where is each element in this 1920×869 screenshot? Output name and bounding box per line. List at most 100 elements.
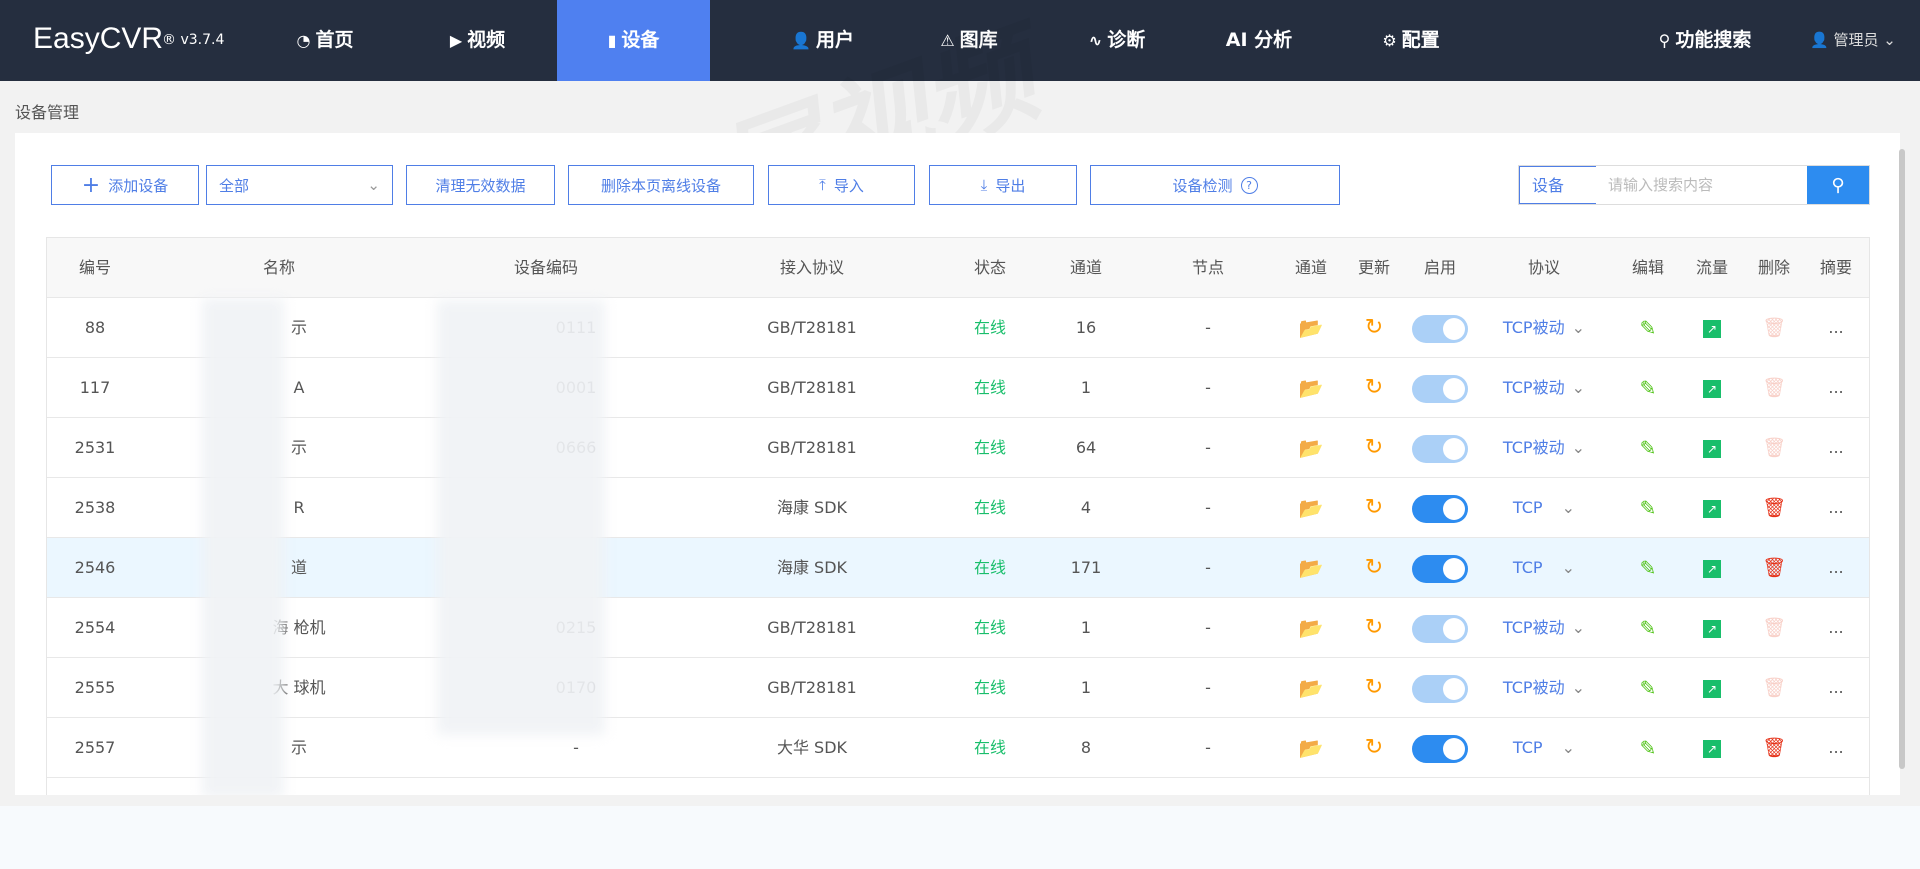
nav-item-1[interactable]: ▶ 视频 — [449, 29, 506, 51]
edit-icon[interactable]: ✎ — [1639, 316, 1657, 340]
traffic-chart-icon[interactable]: ↗ — [1703, 658, 1721, 718]
summary-button[interactable]: ... — [1828, 678, 1844, 697]
protocol-select[interactable]: TCP被动 ⌄ — [1502, 378, 1586, 397]
summary-button[interactable]: ... — [1828, 318, 1844, 337]
enable-toggle[interactable] — [1412, 478, 1468, 538]
traffic-chart-icon[interactable]: ↗ — [1703, 598, 1721, 658]
summary-button[interactable]: ... — [1828, 738, 1844, 757]
feature-search-button[interactable]: ⚲ 功能搜索 — [1658, 29, 1752, 51]
protocol-select[interactable]: TCP被动 ⌄ — [1502, 438, 1586, 457]
enable-toggle[interactable] — [1412, 358, 1468, 418]
summary-button[interactable]: ... — [1828, 378, 1844, 397]
enable-toggle[interactable] — [1412, 538, 1468, 598]
traffic-chart-icon[interactable]: ↗ — [1703, 478, 1721, 538]
import-button[interactable]: ⤒ 导入 — [768, 165, 915, 205]
enable-toggle[interactable] — [1412, 298, 1468, 358]
delete-icon: 🗑 — [1761, 617, 1787, 639]
table-row[interactable]: 2554 海 枪机 0215 GB/T28181 在线 1 - 📂 ↻ TCP被… — [47, 598, 1869, 658]
delete-offline-button[interactable]: 删除本页离线设备 — [568, 165, 754, 205]
refresh-icon[interactable]: ↻ — [1364, 555, 1384, 580]
device-detect-button[interactable]: 设备检测? — [1090, 165, 1340, 205]
chevron-down-icon: ⌄ — [1883, 31, 1896, 49]
nav-item-3[interactable]: 👤 用户 — [791, 29, 854, 51]
summary-button[interactable]: ... — [1828, 438, 1844, 457]
nav-item-0[interactable]: ◔ 首页 — [296, 29, 354, 51]
table-row[interactable]: 2531 示 0666 GB/T28181 在线 64 - 📂 ↻ TCP被动 … — [47, 418, 1869, 478]
export-button[interactable]: ⤓ 导出 — [929, 165, 1077, 205]
edit-icon[interactable]: ✎ — [1639, 676, 1657, 700]
traffic-chart-icon[interactable]: ↗ — [1703, 358, 1721, 418]
folder-icon[interactable]: 📂 — [1298, 676, 1324, 700]
folder-icon[interactable]: 📂 — [1298, 736, 1324, 760]
device-code: - — [573, 738, 579, 757]
folder-icon[interactable]: 📂 — [1298, 436, 1324, 460]
traffic-chart-icon[interactable]: ↗ — [1703, 298, 1721, 358]
add-device-button[interactable]: + 添加设备 — [51, 165, 199, 205]
protocol-select[interactable]: TCP ⌄ — [1512, 498, 1576, 517]
folder-icon[interactable]: 📂 — [1298, 616, 1324, 640]
protocol-select[interactable]: TCP ⌄ — [1512, 558, 1576, 577]
summary-button[interactable]: ... — [1828, 498, 1844, 517]
refresh-icon[interactable]: ↻ — [1364, 375, 1384, 400]
nav-item-2[interactable]: ▮ 设备 — [557, 0, 710, 81]
table-row[interactable]: 2557 示 - 大华 SDK 在线 8 - 📂 ↻ TCP ⌄ ✎ ↗ 🗑 .… — [47, 718, 1869, 778]
enable-toggle[interactable] — [1412, 658, 1468, 718]
enable-toggle[interactable] — [1412, 598, 1468, 658]
channel-count: 1 — [1080, 618, 1092, 637]
traffic-chart-icon[interactable]: ↗ — [1703, 538, 1721, 598]
status-badge: 在线 — [973, 618, 1007, 637]
protocol-select[interactable]: TCP被动 ⌄ — [1502, 618, 1586, 637]
refresh-icon[interactable]: ↻ — [1364, 735, 1384, 760]
table-row[interactable]: 2546 道 海康 SDK 在线 171 - 📂 ↻ TCP ⌄ ✎ ↗ 🗑 .… — [47, 538, 1869, 598]
table-row[interactable]: 88 示 0111 GB/T28181 在线 16 - 📂 ↻ TCP被动 ⌄ … — [47, 298, 1869, 358]
summary-button[interactable]: ... — [1828, 618, 1844, 637]
folder-icon[interactable]: 📂 — [1298, 316, 1324, 340]
search-input[interactable] — [1596, 166, 1807, 204]
traffic-chart-icon[interactable]: ↗ — [1703, 718, 1721, 778]
channel-count: 4 — [1080, 498, 1092, 517]
refresh-icon[interactable]: ↻ — [1364, 615, 1384, 640]
delete-icon[interactable]: 🗑 — [1761, 557, 1787, 579]
edit-icon[interactable]: ✎ — [1639, 616, 1657, 640]
protocol-select[interactable]: TCP ⌄ — [1512, 738, 1576, 757]
edit-icon[interactable]: ✎ — [1639, 556, 1657, 580]
delete-icon[interactable]: 🗑 — [1761, 497, 1787, 519]
scrollbar[interactable] — [1899, 149, 1905, 769]
nav-item-6[interactable]: AI 分析 — [1225, 29, 1293, 51]
edit-icon[interactable]: ✎ — [1639, 496, 1657, 520]
summary-button[interactable]: ... — [1828, 558, 1844, 577]
refresh-icon[interactable]: ↻ — [1364, 675, 1384, 700]
nav-item-7[interactable]: ⚙ 配置 — [1382, 29, 1440, 51]
edit-icon[interactable]: ✎ — [1639, 436, 1657, 460]
edit-icon[interactable]: ✎ — [1639, 376, 1657, 400]
enable-toggle[interactable] — [1412, 718, 1468, 778]
download-icon: ⤓ — [980, 176, 988, 194]
table-row[interactable]: 2555 大 球机 0170 GB/T28181 在线 1 - 📂 ↻ TCP被… — [47, 658, 1869, 718]
channel-count: 1 — [1080, 378, 1092, 397]
user-menu[interactable]: 👤 管理员 ⌄ — [1810, 31, 1896, 49]
protocol-select[interactable]: TCP被动 ⌄ — [1502, 678, 1586, 697]
refresh-icon[interactable]: ↻ — [1364, 315, 1384, 340]
chevron-down-icon: ⌄ — [1561, 498, 1576, 517]
search-field-label[interactable]: 设备 — [1519, 166, 1596, 204]
refresh-icon[interactable]: ↻ — [1364, 495, 1384, 520]
refresh-icon[interactable]: ↻ — [1364, 435, 1384, 460]
clean-invalid-button[interactable]: 清理无效数据 — [406, 165, 555, 205]
play-icon: ▶ — [449, 31, 463, 50]
pulse-icon: ∿ — [1088, 31, 1103, 50]
folder-icon[interactable]: 📂 — [1298, 496, 1324, 520]
enable-toggle[interactable] — [1412, 418, 1468, 478]
filter-select[interactable]: 全部 ⌄ — [206, 165, 393, 205]
folder-icon[interactable]: 📂 — [1298, 376, 1324, 400]
search-button[interactable]: ⚲ — [1807, 166, 1869, 204]
table-row[interactable]: 2538 R 海康 SDK 在线 4 - 📂 ↻ TCP ⌄ ✎ ↗ 🗑 ... — [47, 478, 1869, 538]
device-name: 道 — [290, 558, 308, 577]
traffic-chart-icon[interactable]: ↗ — [1703, 418, 1721, 478]
protocol-select[interactable]: TCP被动 ⌄ — [1502, 318, 1586, 337]
nav-item-4[interactable]: ⚠ 图库 — [940, 29, 998, 51]
folder-icon[interactable]: 📂 — [1298, 556, 1324, 580]
delete-icon[interactable]: 🗑 — [1761, 737, 1787, 759]
table-row[interactable]: 117 A 0001 GB/T28181 在线 1 - 📂 ↻ TCP被动 ⌄ … — [47, 358, 1869, 418]
nav-item-5[interactable]: ∿ 诊断 — [1088, 29, 1146, 51]
edit-icon[interactable]: ✎ — [1639, 736, 1657, 760]
